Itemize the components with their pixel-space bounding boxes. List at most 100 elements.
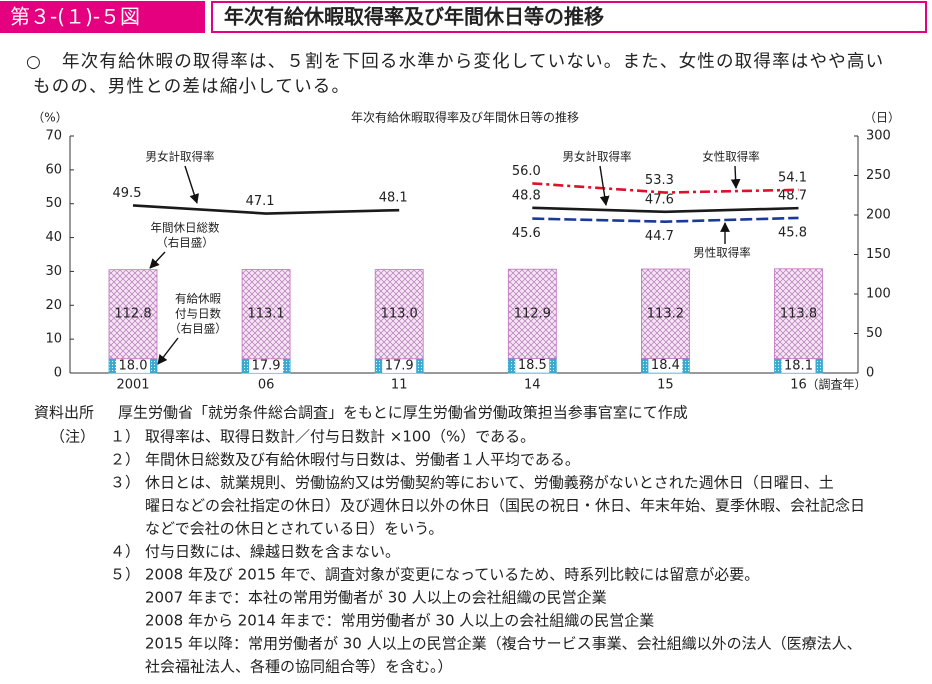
bar-segment	[108, 269, 158, 360]
note-line: 2008 年及び 2015 年で、調査対象が変更になっているため、時系列比較には…	[145, 566, 759, 584]
y-tick-label: 10	[45, 332, 62, 347]
bar-label-bg	[648, 358, 683, 373]
x-axis-label: （調査年）	[807, 378, 867, 392]
annotation-arrow	[184, 165, 199, 204]
figure-no-box	[0, 1, 205, 33]
line-value-label: 45.6	[512, 226, 541, 241]
annotation-arrow	[157, 337, 179, 365]
summary-line: ものの、男性との差は縮小している。	[33, 77, 350, 97]
series-annotation: 男女計取得率	[146, 150, 215, 164]
y2-tick-label: 200	[866, 208, 891, 223]
source-label: 資料出所	[34, 404, 94, 422]
bar-label-bg	[382, 358, 417, 373]
y-tick-label: 0	[54, 366, 62, 381]
note-line: 年間休日総数及び有給休暇付与日数は、労働者１人平均である。	[145, 451, 580, 469]
note-line: 社会福祉法人、各種の協同組合等）を含む。）	[145, 658, 453, 676]
line-value-label: 48.1	[379, 191, 408, 206]
y-tick-label: 70	[45, 129, 62, 144]
line-value-label: 54.1	[778, 170, 807, 185]
line-value-label: 47.6	[645, 192, 674, 207]
note-line: 2015 年以降：常用労働者が 30 人以上の民営企業（複合サービス事業、会社組…	[145, 635, 862, 653]
note-line: 2008 年から 2014 年まで：常用労働者が 30 人以上の会社組織の民営企…	[145, 612, 654, 630]
y2-tick-label: 50	[866, 326, 883, 341]
y-tick-label: 20	[45, 298, 62, 313]
note-line: 取得率は、取得日数計／付与日数計 ×100（%）である。	[145, 428, 535, 446]
annotation-arrow	[149, 251, 166, 269]
bar-value-label: 17.9	[252, 358, 281, 373]
bar-value-label: 18.5	[518, 358, 547, 373]
bar-value-label: 17.9	[385, 358, 414, 373]
line-series	[532, 206, 799, 214]
title-box	[211, 1, 927, 33]
line-value-label: 48.7	[778, 189, 807, 204]
bar-segment	[374, 269, 424, 360]
bar-value-label: 112.8	[114, 307, 151, 322]
series-annotation: 女性取得率	[702, 150, 760, 164]
y-tick-label: 60	[45, 162, 62, 177]
series-annotation: （右目盛）	[156, 236, 214, 250]
series-annotation: 男女計取得率	[563, 150, 632, 164]
bar-value-label: 113.1	[247, 307, 284, 322]
source-text: 厚生労働省「就労条件総合調査」をもとに厚生労働省労働政策担当参事官室にて作成	[118, 404, 688, 422]
series-annotation: 男性取得率	[693, 246, 751, 260]
series-annotation: 年間休日総数	[151, 221, 220, 235]
note-number: ５）	[110, 566, 140, 584]
note-number: １）	[110, 428, 140, 446]
y2-tick-label: 100	[866, 287, 891, 302]
line-value-label: 47.1	[246, 194, 275, 209]
y2-tick-label: 250	[866, 168, 891, 183]
note-line: 曜日などの会社指定の休日）及び週休日以外の休日（国民の祝日・休日、年末年始、夏季…	[145, 497, 865, 515]
chart-title: 年次有給休暇取得率及び年間休日等の推移	[351, 110, 579, 125]
bar-label-bg	[781, 358, 816, 373]
bar-label-bg	[249, 358, 284, 373]
bar-value-label: 18.1	[784, 358, 813, 373]
line-value-label: 49.5	[113, 186, 142, 201]
x-tick-label: 11	[391, 378, 408, 393]
bar-segment	[507, 268, 557, 359]
series-annotation: 有給休暇	[175, 292, 221, 306]
note-line: 付与日数には、繰越日数を含まない。	[145, 543, 400, 561]
note-number: ４）	[110, 543, 140, 561]
bar-value-label: 113.0	[381, 307, 418, 322]
bar-value-label: 112.9	[514, 306, 551, 321]
notes-label: （注）	[50, 428, 95, 446]
y-tick-label: 30	[45, 264, 62, 279]
annotation-arrow	[599, 165, 610, 206]
y2-tick-label: 150	[866, 247, 891, 262]
x-tick-label: 16	[790, 378, 807, 393]
summary-bullet: ○	[26, 52, 41, 72]
x-tick-label: 15	[657, 378, 674, 393]
annotation-arrow	[730, 165, 741, 189]
line-value-label: 48.8	[512, 188, 541, 203]
note-line: 休日とは、就業規則、労働協約又は労働契約等において、労働義務がないとされた週休日…	[145, 474, 834, 492]
bar-value-label: 18.0	[119, 358, 148, 373]
bar-segment	[241, 269, 291, 360]
page-title: 年次有給休暇取得率及び年間休日等の推移	[224, 5, 604, 29]
bar-value-label: 113.2	[647, 306, 684, 321]
bar-label-bg	[515, 358, 550, 373]
y2-tick-label: 0	[866, 366, 874, 381]
line-value-label: 44.7	[645, 229, 674, 244]
series-annotation: 付与日数	[175, 307, 221, 321]
y2-axis-label: （日）	[864, 111, 900, 125]
y-tick-label: 40	[45, 230, 62, 245]
line-value-label: 53.3	[645, 173, 674, 188]
line-series	[532, 216, 799, 223]
line-value-label: 56.0	[512, 164, 541, 179]
y-axis-label: （%）	[32, 111, 67, 125]
bar-value-label: 18.4	[651, 358, 680, 373]
line-series	[132, 204, 400, 215]
series-annotation: （右目盛）	[169, 322, 227, 336]
line-series	[532, 182, 799, 194]
bar-segment	[774, 268, 823, 360]
note-line: などで会社の休日とされている日）をいう。	[145, 520, 443, 538]
note-number: ２）	[110, 451, 140, 469]
note-number: ３）	[110, 474, 140, 492]
bar-value-label: 113.8	[780, 306, 817, 321]
bar-label-bg	[116, 358, 150, 373]
x-tick-label: 14	[524, 378, 541, 393]
y-tick-label: 50	[45, 196, 62, 211]
figure-no: 第３-(１)-５図	[10, 5, 140, 29]
x-tick-label: 2001	[116, 378, 149, 393]
